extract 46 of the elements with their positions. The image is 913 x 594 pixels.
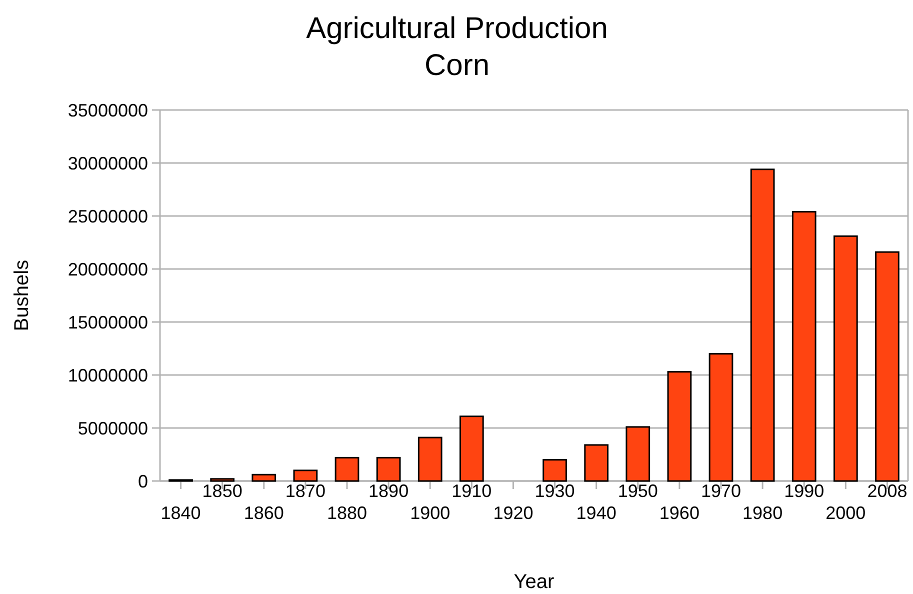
y-tick-label: 30000000 <box>68 153 148 174</box>
y-tick-label: 10000000 <box>68 365 148 386</box>
bar <box>584 444 609 482</box>
bar <box>376 456 401 482</box>
x-tick-label: 1940 <box>576 503 616 523</box>
x-tick-label: 1930 <box>534 481 575 501</box>
x-axis-title: Year <box>514 571 555 593</box>
x-tick-label: 1970 <box>700 481 742 501</box>
y-tick-label: 25000000 <box>68 206 148 226</box>
bar <box>875 251 900 482</box>
x-tick-label: 2008 <box>867 481 908 501</box>
chart-subtitle: Corn <box>424 49 490 82</box>
bar <box>418 436 442 482</box>
x-tick-label: 1980 <box>742 503 783 523</box>
bar <box>667 371 692 482</box>
x-tick-label: 1900 <box>410 503 450 523</box>
bar <box>252 474 276 482</box>
x-tick-label: 1910 <box>452 481 492 501</box>
x-tick-label: 1850 <box>202 481 242 501</box>
x-tick-label: 1920 <box>493 503 534 523</box>
x-tick-label: 1860 <box>244 503 284 523</box>
y-axis-title: Bushels <box>11 260 33 332</box>
y-tick-label: 0 <box>138 471 148 492</box>
bar <box>708 353 734 482</box>
y-tick-label: 5000000 <box>78 418 148 438</box>
bar <box>833 235 858 482</box>
x-tick-label: 1840 <box>160 503 201 523</box>
x-tick-label: 1890 <box>368 481 409 501</box>
bar <box>334 456 360 482</box>
bar <box>792 211 816 482</box>
chart-title: Agricultural Production <box>306 12 608 45</box>
bar <box>542 459 567 482</box>
y-tick-label: 15000000 <box>68 312 148 332</box>
y-tick-label: 35000000 <box>68 100 148 120</box>
bar <box>210 478 235 482</box>
bar <box>626 426 650 482</box>
x-tick-label: 1880 <box>326 503 368 523</box>
x-tick-label: 1990 <box>784 481 824 501</box>
y-tick-label: 20000000 <box>68 259 148 280</box>
x-tick-label: 1950 <box>618 481 658 501</box>
bar <box>293 470 318 482</box>
bar <box>459 416 484 482</box>
x-tick-label: 1960 <box>659 503 700 523</box>
x-tick-label: 2000 <box>826 503 866 523</box>
bar <box>750 168 775 482</box>
x-tick-label: 1870 <box>285 481 326 501</box>
